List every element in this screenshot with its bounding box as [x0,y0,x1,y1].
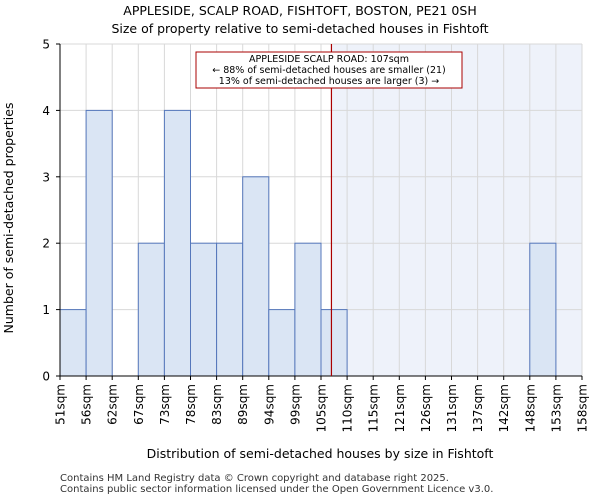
histogram-bar [59,309,87,377]
x-axis-label: Distribution of semi-detached houses by … [147,446,494,461]
histogram-bar [85,109,113,377]
histogram-bar [137,242,165,377]
x-tick-label: 105sqm [315,384,329,432]
x-tick-label: 158sqm [576,384,590,432]
x-tick-label: 148sqm [523,384,537,432]
y-tick-label: 3 [42,170,50,184]
chart-title: APPLESIDE, SCALP ROAD, FISHTOFT, BOSTON,… [123,3,477,18]
histogram-bar [294,242,322,377]
histogram-bar [216,242,244,377]
y-tick-label: 0 [42,370,50,384]
y-tick-label: 2 [42,237,50,251]
footer-copyright: Contains HM Land Registry data © Crown c… [60,473,449,484]
x-tick-label: 99sqm [288,384,302,425]
x-tick-label: 131sqm [445,384,459,432]
x-tick-label: 142sqm [497,384,511,432]
x-tick-label: 51sqm [54,384,68,425]
y-tick-label: 4 [42,104,50,118]
chart-subtitle: Size of property relative to semi-detach… [111,21,489,36]
x-tick-label: 126sqm [419,384,433,432]
y-axis-label: Number of semi-detached properties [1,103,16,334]
x-tick-label: 89sqm [236,384,250,425]
x-tick-label: 121sqm [393,384,407,432]
histogram-bar [242,176,270,377]
x-tick-label: 67sqm [132,384,146,425]
x-tick-label: 137sqm [471,384,485,432]
y-tick-label: 5 [42,38,50,52]
x-tick-label: 62sqm [106,384,120,425]
x-tick-label: 78sqm [184,384,198,425]
footer-licence: Contains public sector information licen… [60,484,494,495]
x-tick-label: 110sqm [341,384,355,432]
x-tick-label: 73sqm [158,384,172,425]
annotation-line-2: ← 88% of semi-detached houses are smalle… [212,65,446,76]
y-tick-label: 1 [42,303,50,317]
annotation-line-3: 13% of semi-detached houses are larger (… [219,76,439,87]
annotation-line-1: APPLESIDE SCALP ROAD: 107sqm [249,54,409,65]
histogram-bar [163,109,191,377]
x-tick-label: 115sqm [367,384,381,432]
x-tick-label: 56sqm [80,384,94,425]
histogram-bar [320,309,348,377]
annotation-box: APPLESIDE SCALP ROAD: 107sqm ← 88% of se… [195,51,463,89]
x-tick-label: 153sqm [549,384,563,432]
x-tick-label: 83sqm [210,384,224,425]
histogram-bar [268,309,296,377]
histogram-bar [190,242,218,377]
histogram-bar [529,242,557,377]
x-tick-label: 94sqm [262,384,276,425]
